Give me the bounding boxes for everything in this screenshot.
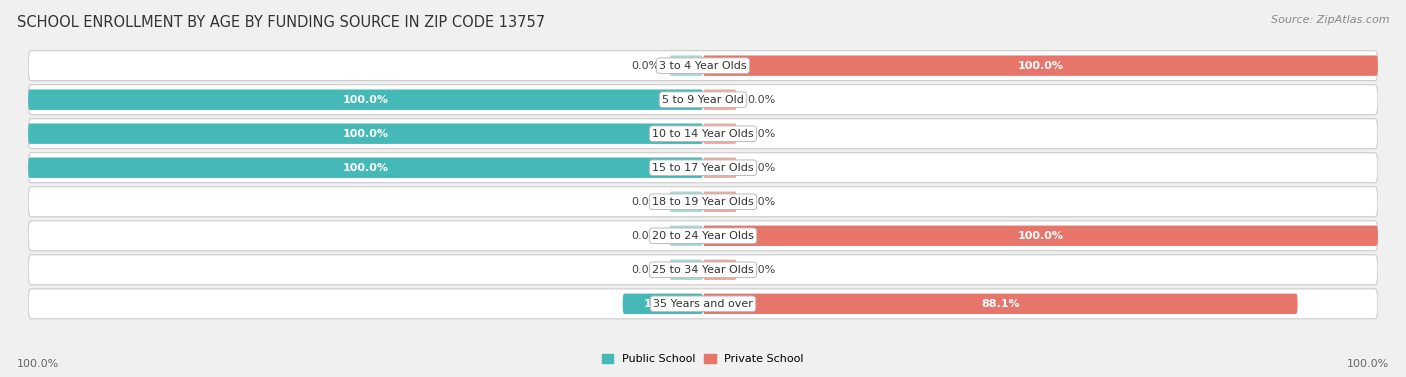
Text: 100.0%: 100.0%	[343, 163, 388, 173]
Text: 10 to 14 Year Olds: 10 to 14 Year Olds	[652, 129, 754, 139]
FancyBboxPatch shape	[28, 153, 1378, 183]
Text: 100.0%: 100.0%	[343, 129, 388, 139]
Text: 0.0%: 0.0%	[747, 163, 775, 173]
Text: 100.0%: 100.0%	[1018, 231, 1063, 241]
FancyBboxPatch shape	[28, 119, 1378, 149]
Text: 0.0%: 0.0%	[747, 95, 775, 105]
Text: 0.0%: 0.0%	[747, 197, 775, 207]
Text: 0.0%: 0.0%	[631, 61, 659, 70]
FancyBboxPatch shape	[703, 192, 737, 212]
FancyBboxPatch shape	[28, 89, 703, 110]
FancyBboxPatch shape	[703, 260, 737, 280]
FancyBboxPatch shape	[669, 225, 703, 246]
FancyBboxPatch shape	[28, 221, 1378, 251]
Text: 100.0%: 100.0%	[17, 359, 59, 369]
Text: 20 to 24 Year Olds: 20 to 24 Year Olds	[652, 231, 754, 241]
Text: 3 to 4 Year Olds: 3 to 4 Year Olds	[659, 61, 747, 70]
FancyBboxPatch shape	[623, 294, 703, 314]
FancyBboxPatch shape	[669, 192, 703, 212]
Text: 100.0%: 100.0%	[1347, 359, 1389, 369]
FancyBboxPatch shape	[28, 289, 1378, 319]
Text: 15 to 17 Year Olds: 15 to 17 Year Olds	[652, 163, 754, 173]
FancyBboxPatch shape	[28, 187, 1378, 217]
Text: 100.0%: 100.0%	[1018, 61, 1063, 70]
FancyBboxPatch shape	[703, 225, 1378, 246]
Text: 35 Years and over: 35 Years and over	[652, 299, 754, 309]
Text: 0.0%: 0.0%	[747, 129, 775, 139]
Text: SCHOOL ENROLLMENT BY AGE BY FUNDING SOURCE IN ZIP CODE 13757: SCHOOL ENROLLMENT BY AGE BY FUNDING SOUR…	[17, 15, 546, 30]
FancyBboxPatch shape	[703, 158, 737, 178]
FancyBboxPatch shape	[703, 294, 1298, 314]
FancyBboxPatch shape	[669, 260, 703, 280]
Text: 0.0%: 0.0%	[747, 265, 775, 275]
Legend: Public School, Private School: Public School, Private School	[598, 350, 808, 369]
Text: 0.0%: 0.0%	[631, 231, 659, 241]
Text: 100.0%: 100.0%	[343, 95, 388, 105]
Text: 0.0%: 0.0%	[631, 265, 659, 275]
Text: 25 to 34 Year Olds: 25 to 34 Year Olds	[652, 265, 754, 275]
FancyBboxPatch shape	[669, 55, 703, 76]
Text: 0.0%: 0.0%	[631, 197, 659, 207]
FancyBboxPatch shape	[703, 55, 1378, 76]
FancyBboxPatch shape	[28, 85, 1378, 115]
Text: 5 to 9 Year Old: 5 to 9 Year Old	[662, 95, 744, 105]
FancyBboxPatch shape	[28, 124, 703, 144]
FancyBboxPatch shape	[703, 89, 737, 110]
FancyBboxPatch shape	[28, 51, 1378, 81]
Text: 11.9%: 11.9%	[644, 299, 682, 309]
FancyBboxPatch shape	[28, 255, 1378, 285]
Text: 18 to 19 Year Olds: 18 to 19 Year Olds	[652, 197, 754, 207]
Text: 88.1%: 88.1%	[981, 299, 1019, 309]
FancyBboxPatch shape	[28, 158, 703, 178]
FancyBboxPatch shape	[703, 124, 737, 144]
Text: Source: ZipAtlas.com: Source: ZipAtlas.com	[1271, 15, 1389, 25]
